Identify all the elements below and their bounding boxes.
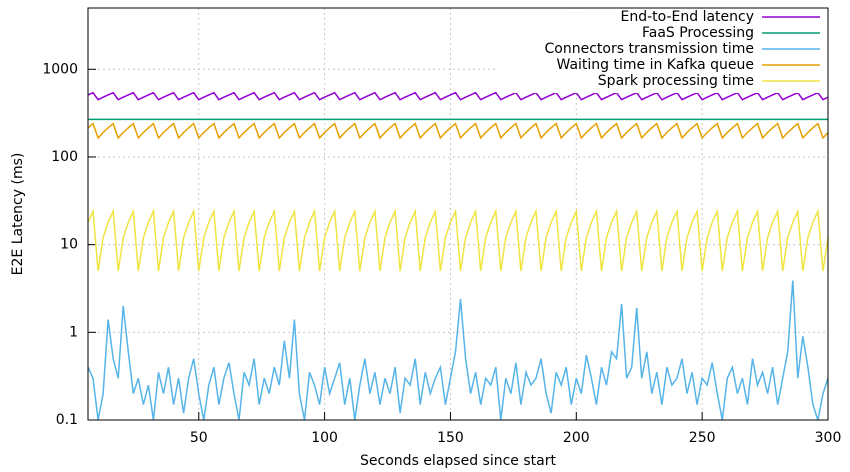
y-tick-label: 1 [69, 324, 78, 340]
plot-frame [87, 7, 829, 421]
x-tick-label: 200 [563, 430, 590, 446]
plot-area [88, 91, 828, 420]
legend-label: Connectors transmission time [545, 41, 754, 57]
legend-label: Spark processing time [598, 73, 754, 89]
series-line [88, 208, 828, 272]
y-tick-label: 0.1 [56, 412, 78, 428]
x-tick-label: 150 [437, 430, 464, 446]
y-tick-label: 100 [51, 149, 78, 165]
series-line [88, 122, 828, 140]
legend-background [498, 9, 826, 93]
x-tick-label: 250 [689, 430, 716, 446]
series-line [88, 91, 828, 101]
series-line [88, 280, 828, 420]
legend-label: End-to-End latency [620, 9, 754, 25]
x-axis-label: Seconds elapsed since start [360, 453, 556, 469]
x-tick-label: 50 [190, 430, 208, 446]
x-tick-label: 100 [311, 430, 338, 446]
y-tick-label: 10 [60, 237, 78, 253]
y-tick-label: 1000 [42, 61, 78, 77]
legend-label: FaaS Processing [642, 25, 754, 41]
legend-label: Waiting time in Kafka queue [557, 57, 755, 73]
y-axis-label: E2E Latency (ms) [10, 153, 26, 276]
x-tick-label: 300 [815, 430, 842, 446]
